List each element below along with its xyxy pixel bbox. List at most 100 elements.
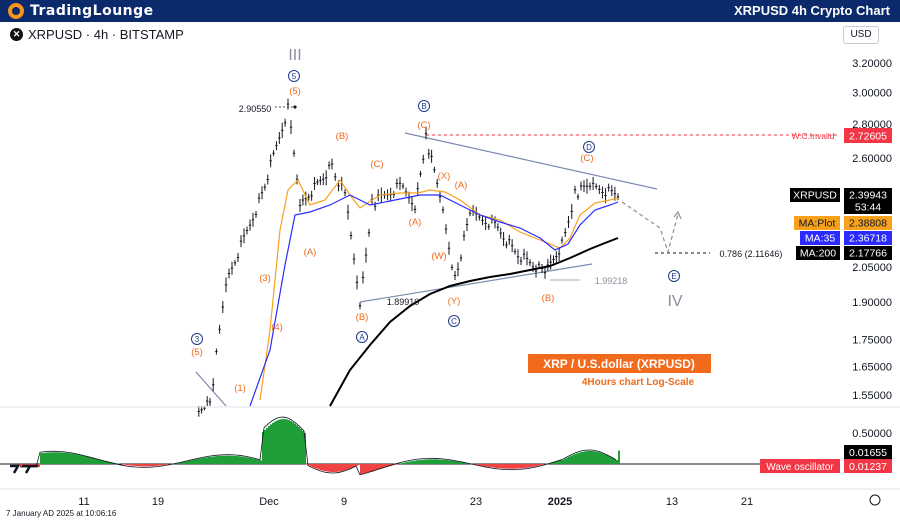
wave-label-orange: (A)	[409, 217, 422, 228]
ma-35-line[interactable]	[249, 194, 619, 407]
oscillator-bar	[542, 464, 544, 465]
ma-plot-line[interactable]	[259, 178, 619, 401]
oscillator-bar	[380, 464, 382, 469]
oscillator-name-box	[760, 459, 840, 473]
wave-label-orange: (W)	[431, 251, 446, 262]
oscillator-bar	[530, 464, 532, 468]
projection-arrow-icon	[673, 210, 682, 220]
oscillator-bar	[148, 464, 150, 467]
oscillator-bar	[554, 461, 556, 464]
oscillator-bar	[528, 464, 530, 468]
oscillator-bar	[284, 419, 286, 464]
level-label: 0.786 (2.11646)	[720, 249, 783, 259]
current-price-value: 2.39943	[849, 190, 887, 202]
oscillator-bar	[520, 464, 522, 469]
oscillator-bar	[382, 464, 384, 469]
oscillator-bar	[328, 464, 330, 472]
wave-label-roman: III	[288, 47, 301, 64]
oscillator-bar	[296, 425, 298, 464]
projection-path	[621, 201, 679, 255]
oscillator-bar	[196, 458, 198, 464]
wave-circle-icon	[288, 70, 300, 82]
wave-label-orange: (X)	[438, 171, 451, 182]
symbol-bar[interactable]: ✕ XRPUSD · 4h · BITSTAMP	[10, 26, 184, 42]
oscillator-bar	[84, 455, 86, 464]
wave-label-orange: (1)	[234, 383, 246, 394]
oscillator-bar	[404, 462, 406, 464]
time-tick-label: 9	[341, 496, 347, 508]
oscillator-bar	[560, 459, 562, 464]
wave-annotations: (1) (3) (4) (5) (5) (A) (B) (C) (A) (B) (C) (X) (A) (…	[191, 47, 835, 394]
oscillator-bar	[442, 459, 444, 464]
oscillator-bar	[618, 450, 620, 464]
oscillator-bar	[338, 464, 340, 472]
ma-35-name: MA:35	[805, 233, 836, 245]
oscillator-bar	[40, 453, 42, 464]
wave-label-roman: IV	[667, 293, 682, 310]
ma-200-value-box	[844, 246, 892, 260]
oscillator-bar	[518, 464, 520, 469]
oscillator-bar	[252, 458, 254, 464]
oscillator-bar	[208, 456, 210, 464]
oscillator-bar	[46, 452, 48, 464]
lower-trendline[interactable]	[359, 263, 593, 303]
oscillator-value-box	[844, 445, 892, 459]
upper-trendline[interactable]	[404, 132, 658, 190]
oscillator-bar	[204, 457, 206, 464]
oscillator-bar	[280, 419, 282, 464]
time-axis[interactable]: 11 19 Dec 9 23 2025 13 21	[78, 494, 881, 508]
oscillator-bar	[242, 456, 244, 464]
oscillator-bar	[478, 464, 480, 466]
oscillator-bar	[158, 464, 160, 466]
wave-label-circled: 3	[195, 335, 200, 344]
oscillator-bar	[446, 460, 448, 464]
price-bars[interactable]	[197, 98, 620, 417]
left-trendline[interactable]	[195, 371, 227, 407]
oscillator-bar	[292, 422, 294, 464]
oscillator-bar	[586, 451, 588, 464]
oscillator-bar	[614, 458, 616, 464]
oscillator-bar	[282, 419, 284, 464]
oscillator-bar	[426, 459, 428, 464]
currency-button[interactable]: USD	[843, 26, 879, 44]
oscillator-signal-box	[844, 459, 892, 473]
oscillator-bar	[104, 460, 106, 464]
symbol-label[interactable]: XRPUSD · 4h · BITSTAMP	[28, 26, 184, 42]
wave-circle-icon	[668, 270, 680, 282]
oscillator-bar	[138, 464, 140, 467]
oscillator-bar	[74, 453, 76, 464]
oscillator-bar	[356, 464, 358, 466]
oscillator-bar	[502, 464, 504, 469]
oscillator-bar	[460, 461, 462, 464]
chart-title: XRP / U.S.dollar (XRPUSD)	[543, 357, 695, 371]
oscillator-bar	[226, 455, 228, 464]
oscillator-bar	[508, 464, 510, 469]
oscillator-bar	[532, 464, 534, 467]
chart-subtitle: 4Hours chart Log-Scale	[582, 377, 695, 388]
oscillator-bar	[578, 452, 580, 464]
wave-label-orange: (A)	[455, 180, 468, 191]
oscillator-bar	[526, 464, 528, 468]
oscillator-bar	[188, 460, 190, 464]
oscillator-bar	[462, 462, 464, 464]
oscillator-bar	[436, 459, 438, 464]
wave-label-orange: (C)	[417, 120, 430, 131]
wave-label-circled: D	[586, 143, 592, 152]
oscillator-bar	[50, 452, 52, 464]
ma-35-value: 2.36718	[849, 233, 887, 245]
oscillator-bar	[54, 452, 56, 464]
oscillator-bar	[428, 459, 430, 464]
wave-oscillator[interactable]: 0.50000 0.01655 Wave oscillator 0.01237	[0, 416, 892, 476]
oscillator-bar	[244, 456, 246, 464]
ma-200-line[interactable]	[329, 237, 619, 407]
oscillator-bar	[504, 464, 506, 469]
settings-icon[interactable]	[869, 494, 881, 506]
oscillator-bar	[408, 461, 410, 464]
oscillator-bar	[238, 456, 240, 464]
oscillator-bar	[294, 423, 296, 464]
oscillator-bar	[274, 421, 276, 464]
oscillator-bar	[150, 464, 152, 467]
oscillator-bar	[430, 459, 432, 464]
price-annotation-dot	[293, 105, 297, 109]
